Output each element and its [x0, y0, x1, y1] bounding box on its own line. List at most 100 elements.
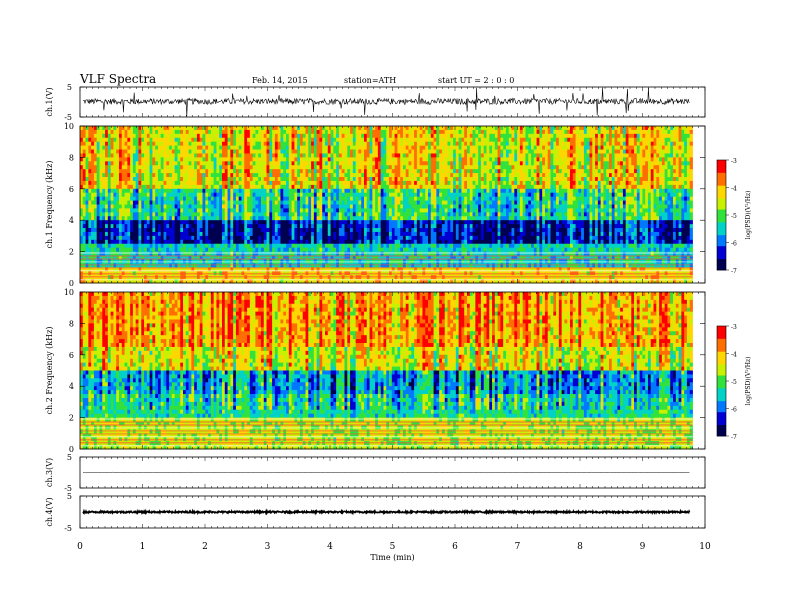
spectrogram-cell — [196, 184, 201, 190]
spectrogram-cell — [689, 133, 693, 139]
spectrogram-cell — [288, 184, 292, 190]
spectrogram-cell — [656, 200, 660, 205]
spectrogram-cell — [525, 196, 529, 201]
spectrogram-cell — [678, 196, 682, 201]
spectrogram-cell — [441, 145, 446, 150]
spectrogram-cell — [358, 184, 362, 190]
spectrogram-cell — [160, 173, 164, 178]
spectrogram-cell — [152, 145, 156, 150]
spectrogram-cell — [308, 157, 312, 162]
spectrogram-cell — [461, 173, 465, 178]
spectrogram-cell — [132, 133, 137, 139]
spectrogram-cell — [333, 208, 337, 213]
spectrogram-cell — [561, 153, 565, 158]
spectrogram-cell — [80, 161, 84, 166]
spectrogram-cell — [166, 173, 170, 178]
spectrogram-cell — [475, 169, 479, 174]
spectrogram-cell — [581, 196, 585, 201]
spectrogram-cell — [341, 184, 345, 190]
spectrogram-cell — [386, 192, 390, 198]
spectrogram-cell — [383, 157, 387, 162]
spectrogram-cell — [586, 157, 590, 162]
spectrogram-cell — [333, 169, 337, 174]
spectrogram-cell — [319, 200, 323, 205]
spectrogram-cell — [130, 188, 134, 194]
spectrogram-cell — [508, 188, 512, 194]
spectrogram-cell — [639, 141, 643, 147]
spectrogram-cell — [316, 169, 320, 174]
spectrogram-cell — [247, 129, 251, 135]
spectrogram-cell — [430, 141, 434, 147]
spectrogram-cell — [475, 204, 479, 209]
spectrogram-cell — [144, 153, 148, 158]
spectrogram-cell — [514, 145, 518, 150]
spectrogram-cell — [185, 173, 189, 178]
spectrogram-cell — [319, 188, 323, 194]
spectrogram-cell — [174, 196, 178, 201]
spectrogram-cell — [486, 204, 490, 209]
spectrogram-cell — [363, 141, 368, 147]
spectrogram-cell — [650, 169, 654, 174]
spectrogram-cell — [286, 149, 290, 154]
spectrogram-cell — [433, 200, 437, 205]
spectrogram-cell — [472, 157, 476, 162]
spectrogram-cell — [464, 173, 468, 178]
spectrogram-cell — [447, 141, 451, 147]
spectrogram-cell — [430, 129, 434, 135]
spectrogram-cell — [606, 165, 610, 170]
spectrogram-cell — [286, 157, 290, 162]
spectrogram-cell — [230, 133, 234, 139]
spectrogram-cell — [402, 188, 407, 194]
spectrogram-cell — [472, 161, 476, 166]
spectrogram-cell — [88, 173, 92, 178]
spectrogram-cell — [394, 129, 398, 135]
spectrogram-cell — [583, 165, 588, 170]
spectrogram-cell — [650, 137, 654, 143]
spectrogram-cell — [313, 149, 318, 154]
spectrogram-cell — [235, 177, 240, 182]
spectrogram-cell — [333, 204, 337, 209]
spectrogram-cell — [539, 196, 543, 201]
spectrogram-cell — [224, 208, 228, 213]
spectrogram-cell — [355, 153, 359, 158]
spectrogram-cell — [556, 196, 560, 201]
spectrogram-cell — [519, 137, 524, 143]
spectrogram-cell — [533, 169, 537, 174]
spectrogram-cell — [400, 129, 404, 135]
spectrogram-cell — [620, 161, 624, 166]
spectrogram-cell — [614, 196, 618, 201]
spectrogram-cell — [88, 180, 92, 186]
spectrogram-cell — [575, 161, 579, 166]
spectrogram-cell — [288, 196, 292, 201]
spectrogram-cell — [249, 188, 254, 194]
spectrogram-cell — [533, 188, 537, 194]
spectrogram-cell — [503, 208, 507, 213]
spectrogram-cell — [681, 177, 685, 182]
spectrogram-cell — [653, 129, 657, 135]
spectrogram-cell — [567, 184, 571, 190]
spectrogram-cell — [528, 208, 532, 213]
spectrogram-cell — [280, 180, 284, 186]
spectrogram-cell — [453, 129, 457, 135]
spectrogram-cell — [219, 188, 223, 194]
spectrogram-cell — [614, 169, 618, 174]
spectrogram-cell — [194, 137, 198, 143]
spectrogram-cell — [313, 177, 318, 182]
spectrogram-cell — [564, 161, 568, 166]
spectrogram-cell — [597, 141, 602, 147]
spectrogram-cell — [505, 169, 510, 174]
spectrogram-cell — [366, 192, 370, 198]
spectrogram-cell — [199, 161, 203, 166]
spectrogram-cell — [570, 196, 574, 201]
spectrogram-cell — [174, 188, 178, 194]
spectrogram-cell — [653, 177, 657, 182]
spectrogram-cell — [469, 196, 473, 201]
spectrogram-cell — [578, 173, 582, 178]
spectrogram-cell — [575, 133, 579, 139]
spectrogram-cell — [118, 141, 123, 147]
spectrogram-cell — [227, 184, 231, 190]
spectrogram-cell — [210, 153, 215, 158]
spectrogram-cell — [118, 188, 123, 194]
spectrogram-cell — [183, 173, 187, 178]
spectrogram-cell — [149, 149, 153, 154]
